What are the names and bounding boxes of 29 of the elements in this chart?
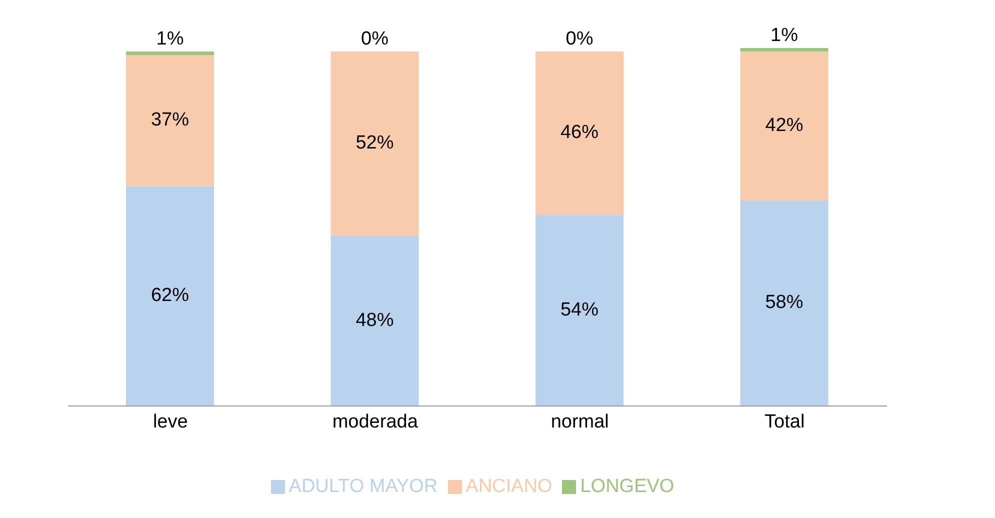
data-label: 52%: [356, 132, 394, 154]
bar: [536, 52, 624, 215]
x-tick-label: leve: [152, 411, 188, 432]
bar: [126, 52, 214, 56]
data-label: 58%: [765, 292, 804, 314]
legend-label: ANCIANO: [466, 476, 552, 497]
bar: [330, 52, 419, 236]
bar: [330, 236, 419, 406]
data-label: 48%: [356, 310, 394, 331]
data-label: 46%: [560, 122, 599, 144]
legend-label: ADULTO MAYOR: [288, 476, 438, 497]
data-label: 62%: [150, 285, 190, 306]
data-label: 0%: [566, 28, 594, 50]
bar: [740, 48, 828, 52]
data-label: 42%: [765, 114, 804, 136]
bar: [536, 214, 624, 406]
x-tick-label: normal: [550, 411, 609, 432]
legend-label: LONGEVO: [580, 476, 674, 497]
bar: [126, 55, 214, 186]
data-label: 54%: [560, 299, 599, 320]
data-label: 0%: [361, 28, 389, 50]
x-tick-label: moderada: [332, 411, 418, 432]
data-label: 1%: [770, 25, 798, 46]
bar: [740, 200, 828, 406]
bar: [740, 52, 828, 200]
data-label: 37%: [150, 110, 190, 131]
data-label: 1%: [156, 28, 184, 50]
x-tick-label: Total: [764, 411, 805, 432]
bar: [126, 186, 214, 406]
